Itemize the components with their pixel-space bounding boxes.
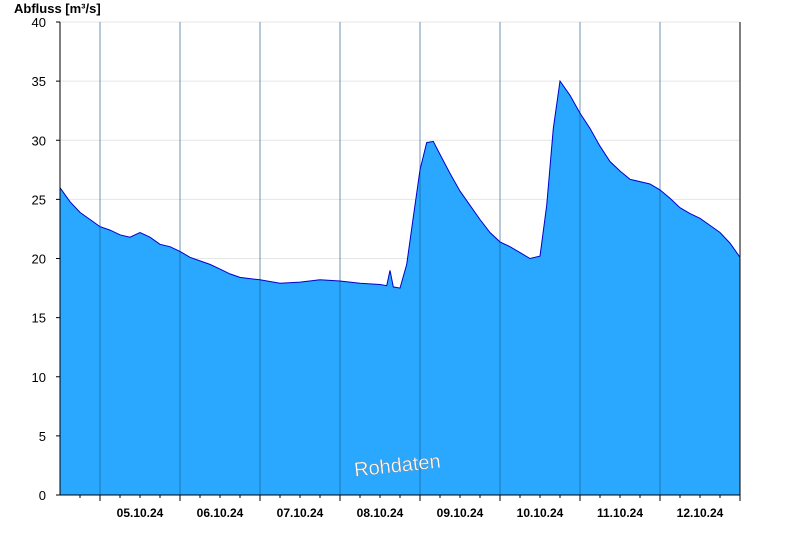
discharge-area xyxy=(60,81,740,495)
y-tick-label: 0 xyxy=(39,488,46,503)
y-tick-label: 40 xyxy=(32,15,46,30)
y-tick-label: 25 xyxy=(32,192,46,207)
y-tick-label: 30 xyxy=(32,133,46,148)
x-tick-label: 08.10.24 xyxy=(357,506,404,520)
discharge-line xyxy=(59,79,741,289)
y-tick-label: 35 xyxy=(32,74,46,89)
x-tick-label: 05.10.24 xyxy=(117,506,164,520)
x-tick-label: 11.10.24 xyxy=(597,506,643,520)
x-tick-label: 06.10.24 xyxy=(197,506,244,520)
x-tick-label: 12.10.24 xyxy=(677,506,724,520)
y-tick-label: 5 xyxy=(39,429,46,444)
x-tick-labels: 05.10.24 06.10.24 07.10.24 08.10.24 09.10.24… xyxy=(79,495,741,520)
day-separator-lines xyxy=(99,22,661,495)
y-tick-label: 10 xyxy=(32,370,46,385)
y-axis-label: Abfluss [m³/s] xyxy=(14,1,101,16)
y-tick-label: 15 xyxy=(32,311,46,326)
x-tick-label: 10.10.24 xyxy=(517,506,564,520)
y-tick-label: 20 xyxy=(32,252,46,267)
x-tick-label: 09.10.24 xyxy=(437,506,484,520)
y-tick-labels: 0 5 10 15 20 25 30 35 40 xyxy=(32,15,60,503)
x-tick-label: 07.10.24 xyxy=(277,506,324,520)
